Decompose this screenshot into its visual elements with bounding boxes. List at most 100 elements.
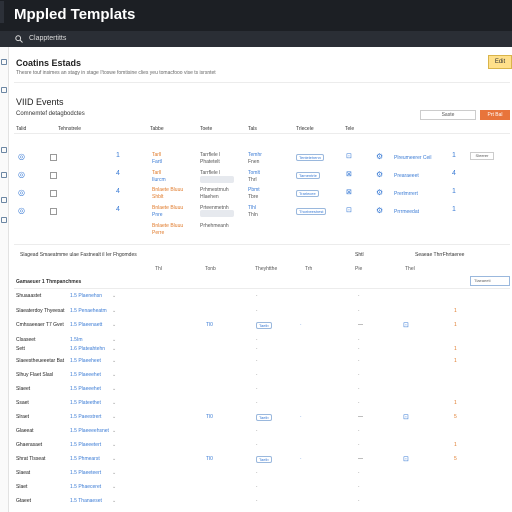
chart-icon[interactable] bbox=[1, 172, 7, 178]
primary-button[interactable]: Prt Bal bbox=[480, 110, 510, 120]
row-checkbox[interactable] bbox=[50, 154, 57, 161]
row-code-icon: ⊠ bbox=[346, 189, 352, 196]
column-header[interactable]: Tele bbox=[345, 126, 355, 132]
log-label: Shuaaastet bbox=[16, 293, 42, 299]
clock-icon: ◎ bbox=[18, 170, 25, 179]
row-tag[interactable]: Tentelehenn bbox=[296, 154, 324, 161]
sub-label: Thl bbox=[155, 266, 162, 272]
log-code-icon: ⊡ bbox=[403, 414, 409, 421]
row-count: 4 bbox=[452, 170, 456, 177]
row-status: Tomlt bbox=[248, 170, 260, 176]
row-type: Tarll bbox=[152, 152, 162, 158]
log-link[interactable]: 1.5 Plaeeetert bbox=[70, 442, 102, 448]
home-icon[interactable] bbox=[1, 59, 7, 65]
log-dash: · bbox=[358, 386, 360, 392]
log-dash: · bbox=[358, 372, 360, 378]
tool-icon[interactable]: ⚙ bbox=[376, 206, 384, 215]
log-label: Slaeat bbox=[16, 470, 31, 476]
log-link[interactable]: 1.5 Plaeenaett bbox=[70, 322, 103, 328]
log-link[interactable]: 1.5 Thanaeset bbox=[70, 498, 102, 504]
log-dash: · bbox=[358, 358, 360, 364]
chevron-icon: ⌄ bbox=[112, 400, 117, 406]
tool-icon[interactable]: ⚙ bbox=[376, 152, 384, 161]
log-link[interactable]: 1.5Im bbox=[70, 337, 83, 343]
row-count: 1 bbox=[452, 206, 456, 213]
log-count: 1 bbox=[454, 308, 457, 314]
row-code-icon: ⊠ bbox=[346, 171, 352, 178]
settings-icon[interactable] bbox=[1, 197, 7, 203]
filter-input[interactable]: Tlaeaeeti bbox=[470, 276, 510, 286]
secondary-button[interactable]: Saste bbox=[420, 110, 476, 120]
divider bbox=[14, 288, 510, 289]
toolbar: Clapptertitts bbox=[0, 31, 512, 47]
log-dash: · bbox=[358, 484, 360, 490]
chevron-icon: ⌄ bbox=[112, 308, 117, 314]
chevron-icon: ⌄ bbox=[112, 456, 117, 462]
edit-button[interactable]: Edit bbox=[488, 55, 512, 69]
section-subtitle: Comnemtef detagbodctes bbox=[16, 111, 85, 117]
log-label: Glaeeat bbox=[16, 428, 34, 434]
clock-icon: ◎ bbox=[18, 188, 25, 197]
chevron-icon: ⌄ bbox=[112, 498, 117, 504]
row-code: Prerlmrrert bbox=[394, 191, 418, 197]
search-icon[interactable] bbox=[15, 35, 23, 43]
log-link[interactable]: 1.5 Plaeeeehsnet bbox=[70, 428, 109, 434]
log-tag[interactable]: Taelb bbox=[256, 414, 272, 421]
row-checkbox[interactable] bbox=[50, 208, 57, 215]
row-action-button[interactable]: Sleerer bbox=[470, 152, 494, 160]
chevron-icon: ⌄ bbox=[112, 372, 117, 378]
log-link[interactable]: 1.5 Plaenehsn bbox=[70, 293, 102, 299]
tool-icon[interactable]: ⚙ bbox=[376, 170, 384, 179]
row-meta: Tarrflele l bbox=[200, 170, 221, 176]
log-label: Slaeet bbox=[16, 386, 31, 392]
row-type-sub: Fartl bbox=[152, 159, 162, 165]
chevron-icon: ⌄ bbox=[112, 293, 117, 299]
log-link[interactable]: 1.5 Plateethet bbox=[70, 400, 101, 406]
log-label: Slaeaterdoy Thyeesat bbox=[16, 308, 65, 314]
list-icon[interactable] bbox=[1, 87, 7, 93]
log-link[interactable]: 1.5 Plaeeehet bbox=[70, 386, 101, 392]
log-dash: · bbox=[256, 428, 258, 434]
log-label: Cmhsaeeaer T7 Gvet bbox=[16, 322, 64, 328]
grid-icon[interactable] bbox=[1, 147, 7, 153]
log-dash: · bbox=[358, 428, 360, 434]
row-tag[interactable]: Thorbeeshest bbox=[296, 208, 327, 215]
log-tag[interactable]: Taelb bbox=[256, 456, 272, 463]
row-checkbox[interactable] bbox=[50, 172, 57, 179]
column-header[interactable]: Tabbe bbox=[150, 126, 164, 132]
log-mid: Tl0 bbox=[206, 456, 213, 462]
chevron-icon: ⌄ bbox=[112, 484, 117, 490]
log-count: 5 bbox=[454, 456, 457, 462]
column-header[interactable]: Tehnstrele bbox=[58, 126, 82, 132]
column-header[interactable]: Trlecele bbox=[296, 126, 314, 132]
log-link[interactable]: 1.6 Plateahtehn bbox=[70, 346, 106, 352]
column-header[interactable]: Talid bbox=[16, 126, 27, 132]
section-label: Gamaeuer 1 Thmpanchmes bbox=[16, 279, 82, 285]
user-icon[interactable] bbox=[1, 217, 7, 223]
page-title: Coatins Estads bbox=[16, 58, 82, 68]
row-status-sub: Tbre bbox=[248, 194, 259, 200]
log-link[interactable]: 1.5 Phmearst bbox=[70, 456, 100, 462]
log-link[interactable]: 1.5 Penaeheatm bbox=[70, 308, 107, 314]
log-link[interactable]: 1.5 Plaeeheet bbox=[70, 358, 101, 364]
row-number: 4 bbox=[116, 206, 120, 213]
toolbar-label[interactable]: Clapptertitts bbox=[29, 35, 67, 42]
row-tag[interactable]: Tarnentrle bbox=[296, 172, 320, 179]
column-header[interactable]: Tals bbox=[248, 126, 257, 132]
app-title: Mppled Templats bbox=[14, 6, 136, 23]
log-link[interactable]: 1.5 Paeestrert bbox=[70, 414, 102, 420]
log-dash: · bbox=[256, 346, 258, 352]
log-tag[interactable]: Taelb bbox=[256, 322, 272, 329]
log-link[interactable]: 1.5 Phaeceret bbox=[70, 484, 102, 490]
log-label: Slaeestheueeetar Bat bbox=[16, 358, 65, 364]
chevron-icon: ⌄ bbox=[112, 442, 117, 448]
column-header[interactable]: Toete bbox=[200, 126, 213, 132]
chevron-icon: ⌄ bbox=[112, 322, 117, 328]
log-link[interactable]: 1.5 Plaeeehet bbox=[70, 372, 101, 378]
row-checkbox[interactable] bbox=[50, 190, 57, 197]
chevron-icon: ⌄ bbox=[112, 470, 117, 476]
log-dash: · bbox=[256, 400, 258, 406]
log-link[interactable]: 1.5 Plaeeteert bbox=[70, 470, 102, 476]
tool-icon[interactable]: ⚙ bbox=[376, 188, 384, 197]
row-tag[interactable]: Trarlecee bbox=[296, 190, 319, 197]
